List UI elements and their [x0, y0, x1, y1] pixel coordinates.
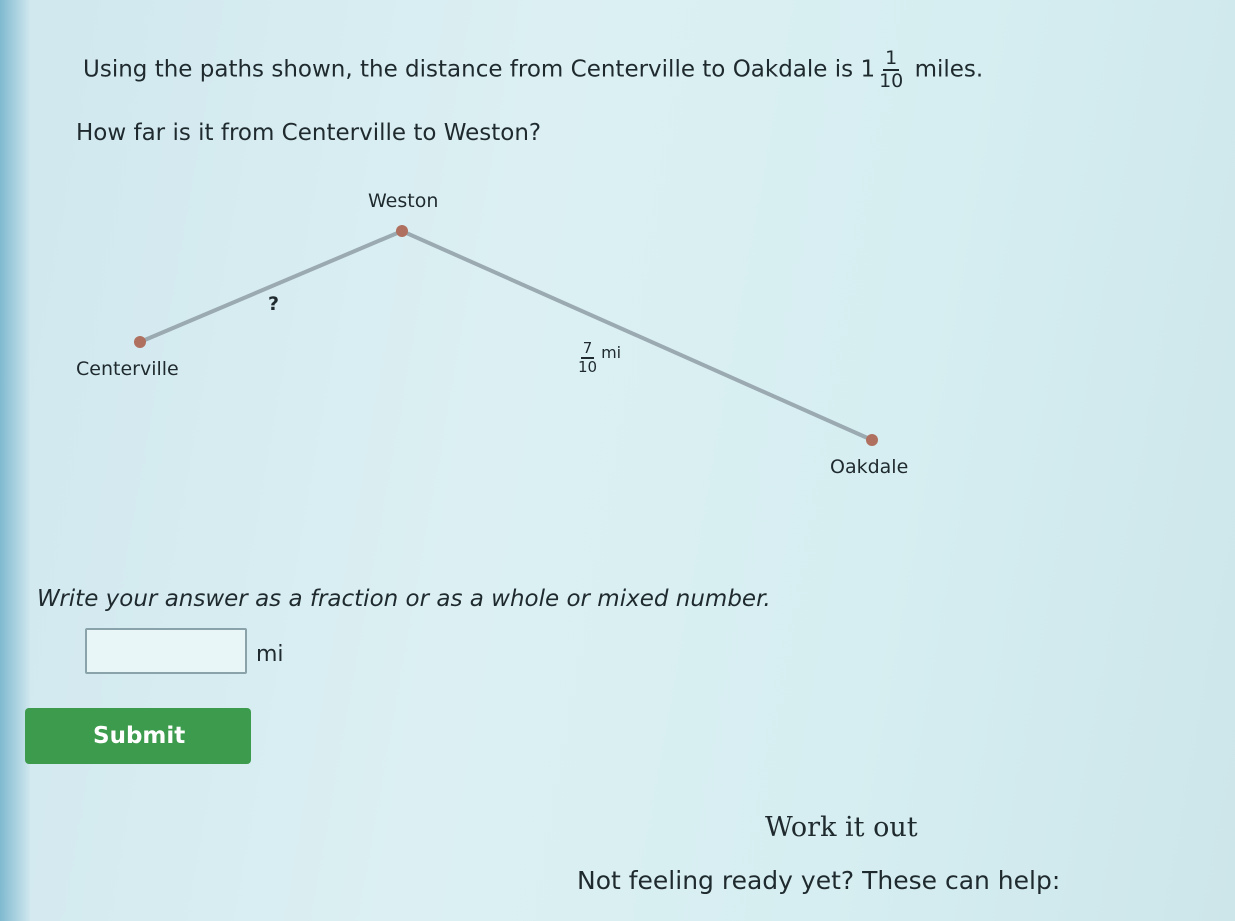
submit-button[interactable]: Submit: [25, 708, 251, 764]
whole: 1: [860, 56, 876, 83]
help-text: Not feeling ready yet? These can help:: [577, 866, 1061, 895]
numerator: 7: [580, 339, 595, 359]
edge-label: ?: [268, 293, 280, 315]
denominator: 10: [578, 357, 598, 376]
fraction: 7 10: [578, 340, 597, 375]
node: [134, 336, 146, 348]
diagram: [134, 225, 878, 446]
question-suffix: miles.: [914, 56, 984, 83]
unit: mi: [601, 343, 622, 362]
node: [396, 225, 408, 237]
answer-unit: mi: [256, 642, 284, 667]
denominator: 10: [879, 69, 904, 92]
node-label: Oakdale: [830, 456, 909, 478]
instructions: Write your answer as a fraction or as a …: [37, 586, 771, 612]
question-text: Using the paths shown, the distance from…: [83, 56, 854, 83]
question: Using the paths shown, the distance from…: [83, 48, 983, 92]
edge-shade: [0, 0, 30, 921]
fraction: 1 10: [879, 48, 903, 92]
path: [139, 228, 873, 442]
edge-label: 7 10 mi: [574, 340, 621, 375]
answer-input[interactable]: [85, 628, 247, 674]
numerator: 1: [883, 47, 900, 71]
node: [866, 434, 878, 446]
prompt: How far is it from Centerville to Weston…: [76, 120, 542, 146]
node-label: Weston: [368, 190, 439, 212]
node-label: Centerville: [76, 358, 179, 380]
help-title[interactable]: Work it out: [765, 812, 918, 843]
